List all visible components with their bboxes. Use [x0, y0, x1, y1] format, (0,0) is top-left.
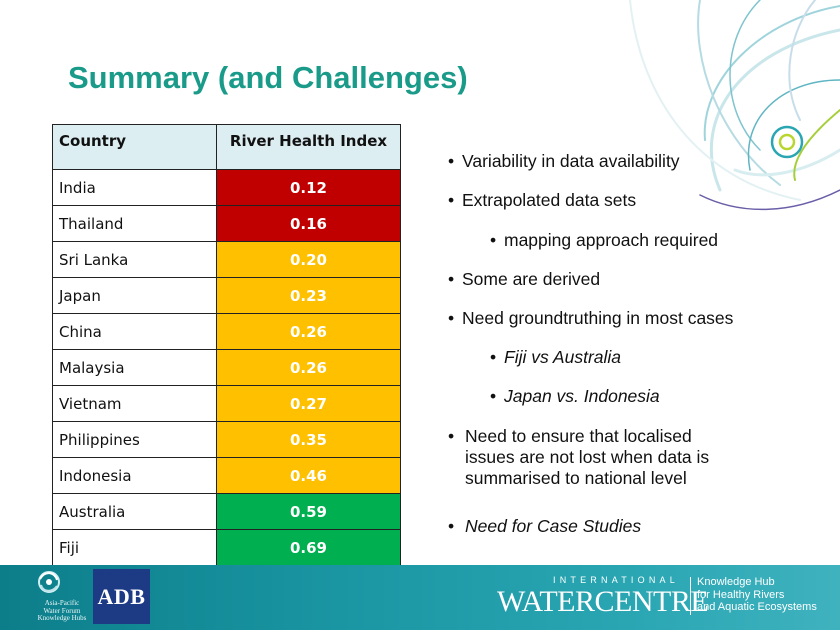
table-row: Philippines 0.35 — [52, 421, 401, 458]
country-cell: India — [52, 169, 217, 206]
index-cell: 0.26 — [216, 313, 401, 350]
knowledge-hub-text: Knowledge Hub for Healthy Rivers and Aqu… — [697, 576, 817, 614]
slide-title: Summary (and Challenges) — [68, 60, 468, 95]
kh-line: and Aquatic Ecosystems — [697, 601, 817, 613]
country-cell: Malaysia — [52, 349, 217, 386]
country-cell: Philippines — [52, 421, 217, 458]
country-cell: Fiji — [52, 529, 217, 566]
index-cell: 0.16 — [216, 205, 401, 242]
bullet-text: Extrapolated data sets — [462, 190, 637, 210]
table-row: Thailand 0.16 — [52, 205, 401, 242]
bullet-text: Need groundtruthing in most cases — [462, 308, 734, 328]
kh-line: for Healthy Rivers — [697, 588, 785, 601]
bullet-item: • Need to ensure that localised issues a… — [448, 425, 788, 489]
kh-line: Knowledge Hub — [697, 576, 775, 588]
bullet-marker: • — [448, 269, 455, 289]
adb-logo: ADB — [93, 569, 150, 624]
country-cell: Sri Lanka — [52, 241, 217, 278]
country-cell: Vietnam — [52, 385, 217, 422]
table-header-row: Country River Health Index — [52, 124, 401, 170]
index-cell: 0.20 — [216, 241, 401, 278]
apwf-logo-text: Asia-Pacific Water Forum Knowledge Hubs — [31, 599, 93, 623]
apwf-logo-icon — [38, 571, 60, 593]
sub-bullet-item: • Fiji vs Australia — [490, 346, 621, 368]
country-cell: Indonesia — [52, 457, 217, 494]
bullet-text: Need for Case Studies — [465, 516, 642, 536]
bullet-text: mapping approach required — [504, 230, 719, 250]
sub-bullet-item: • Japan vs. Indonesia — [490, 385, 660, 407]
bullet-marker: • — [448, 190, 455, 210]
bullet-item: • Extrapolated data sets — [448, 189, 636, 211]
adb-logo-text: ADB — [97, 583, 146, 609]
bullet-marker: • — [448, 516, 455, 536]
bullet-item: • Variability in data availability — [448, 150, 680, 172]
bullet-item: • Some are derived — [448, 268, 600, 290]
apwf-line: Knowledge Hubs — [37, 614, 87, 622]
bullet-item: • Need groundtruthing in most cases — [448, 307, 733, 329]
bullet-marker: • — [448, 426, 455, 446]
index-cell: 0.23 — [216, 277, 401, 314]
index-cell: 0.35 — [216, 421, 401, 458]
iwc-international-text: INTERNATIONAL — [553, 575, 679, 585]
table-row: Fiji 0.69 — [52, 529, 401, 566]
apwf-line: Water Forum — [43, 606, 81, 615]
bullet-text: Fiji vs Australia — [504, 347, 622, 367]
logo-divider — [690, 577, 691, 615]
river-health-table: Country River Health Index India 0.12 Th… — [52, 124, 401, 566]
bullet-text: Variability in data availability — [462, 151, 680, 171]
country-cell: China — [52, 313, 217, 350]
bullet-text-line: issues are not lost when data is — [465, 447, 710, 467]
bullet-text: Some are derived — [462, 269, 601, 289]
table-row: Sri Lanka 0.20 — [52, 241, 401, 278]
sub-bullet-item: • mapping approach required — [490, 229, 718, 251]
index-cell: 0.27 — [216, 385, 401, 422]
bullet-marker: • — [490, 386, 497, 406]
bullet-marker: • — [490, 347, 497, 367]
index-cell: 0.59 — [216, 493, 401, 530]
table-row: Vietnam 0.27 — [52, 385, 401, 422]
table-row: China 0.26 — [52, 313, 401, 350]
index-cell: 0.26 — [216, 349, 401, 386]
header-river-health-index: River Health Index — [216, 124, 401, 170]
table-row: Malaysia 0.26 — [52, 349, 401, 386]
bullet-marker: • — [448, 308, 455, 328]
table-row: Japan 0.23 — [52, 277, 401, 314]
bullet-marker: • — [448, 151, 455, 171]
country-cell: Thailand — [52, 205, 217, 242]
bullet-item: • Need for Case Studies — [448, 515, 641, 537]
header-country: Country — [52, 124, 217, 170]
table-row: India 0.12 — [52, 169, 401, 206]
index-cell: 0.12 — [216, 169, 401, 206]
bullet-text-line: Need to ensure that localised — [465, 426, 692, 446]
bullet-text-line: summarised to national level — [465, 468, 687, 488]
table-row: Indonesia 0.46 — [52, 457, 401, 494]
country-cell: Japan — [52, 277, 217, 314]
index-cell: 0.69 — [216, 529, 401, 566]
bullet-marker: • — [490, 230, 497, 250]
iwc-name-text: WATERCENTRE — [497, 585, 709, 618]
country-cell: Australia — [52, 493, 217, 530]
table-row: Australia 0.59 — [52, 493, 401, 530]
apwf-line: Asia-Pacific — [44, 599, 80, 607]
index-cell: 0.46 — [216, 457, 401, 494]
bullet-text: Japan vs. Indonesia — [504, 386, 660, 406]
